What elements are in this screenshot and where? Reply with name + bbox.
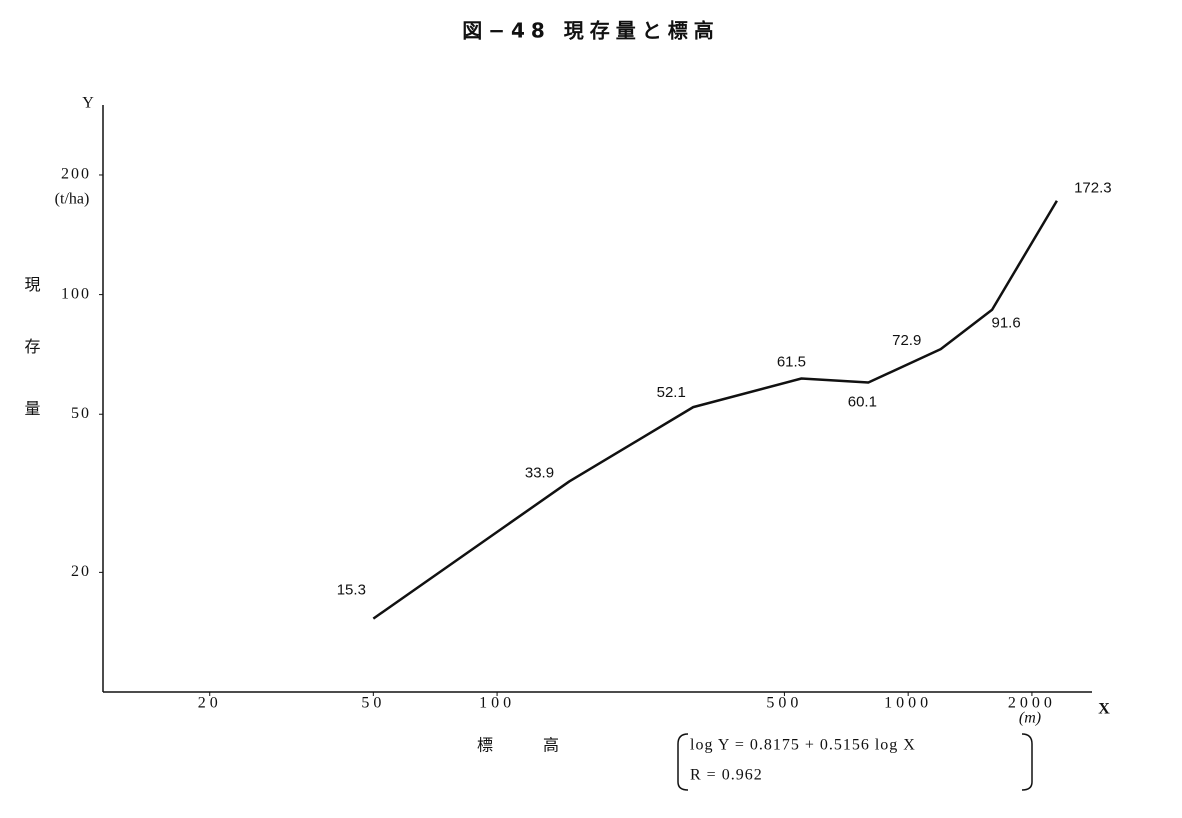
equation: R = 0.962 xyxy=(690,767,763,784)
bracket-left xyxy=(677,733,689,791)
data-line xyxy=(372,200,1058,620)
data-label: 61.5 xyxy=(777,353,806,370)
x-tick-label: 1000 xyxy=(884,695,932,712)
y-unit: (t/ha) xyxy=(55,191,90,208)
x-tick-label: 50 xyxy=(361,695,385,712)
y-tick-label: 200 xyxy=(61,166,91,183)
y-axis-letter: Y xyxy=(82,95,94,112)
data-label: 172.3 xyxy=(1074,180,1112,197)
x-tick-label: 20 xyxy=(198,695,222,712)
data-label: 72.9 xyxy=(892,332,921,349)
x-unit: (m) xyxy=(1019,710,1041,727)
data-label: 52.1 xyxy=(657,384,686,401)
y-tick-label: 20 xyxy=(71,563,91,580)
x-tick-label: 2000 xyxy=(1008,695,1056,712)
bracket-right xyxy=(1021,733,1033,791)
data-label: 60.1 xyxy=(848,393,877,410)
x-axis-letter: X xyxy=(1098,701,1110,718)
y-axis-label: 現存量 xyxy=(22,276,41,462)
y-tick-label: 100 xyxy=(61,285,91,302)
data-label: 33.9 xyxy=(525,464,554,481)
data-label: 15.3 xyxy=(337,582,366,599)
x-tick-label: 500 xyxy=(766,695,802,712)
x-axis-label: 標高 xyxy=(477,736,609,755)
chart-title: 図−48 現存量と標高 xyxy=(462,19,720,43)
equation: log Y = 0.8175 + 0.5156 log X xyxy=(690,737,916,754)
x-tick-label: 100 xyxy=(479,695,515,712)
data-label: 91.6 xyxy=(991,315,1020,332)
y-tick-label: 50 xyxy=(71,405,91,422)
